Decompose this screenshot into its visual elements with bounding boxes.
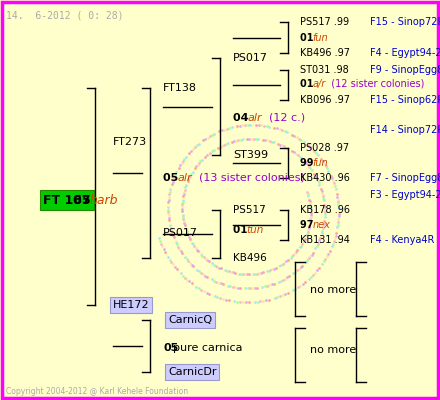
Text: nex: nex bbox=[312, 220, 330, 230]
Text: no more: no more bbox=[310, 345, 356, 355]
Text: (13 sister colonies): (13 sister colonies) bbox=[192, 173, 304, 183]
Text: PS517 .99: PS517 .99 bbox=[300, 17, 349, 27]
Text: KB430 .96: KB430 .96 bbox=[300, 173, 350, 183]
Text: CarnicQ: CarnicQ bbox=[168, 315, 212, 325]
Text: KB178 .96: KB178 .96 bbox=[300, 205, 350, 215]
Text: PS517: PS517 bbox=[233, 205, 266, 215]
Text: 99: 99 bbox=[300, 158, 317, 168]
Text: HE172: HE172 bbox=[113, 300, 150, 310]
Text: F4 - Egypt94-2R: F4 - Egypt94-2R bbox=[370, 48, 440, 58]
Text: 05: 05 bbox=[163, 343, 178, 353]
Text: FT273: FT273 bbox=[113, 137, 147, 147]
Text: F14 - Sinop72R: F14 - Sinop72R bbox=[370, 125, 440, 135]
Text: 04: 04 bbox=[233, 113, 253, 123]
Text: pure carnica: pure carnica bbox=[172, 343, 242, 353]
Text: KB496 .97: KB496 .97 bbox=[300, 48, 350, 58]
Text: F15 - Sinop62R: F15 - Sinop62R bbox=[370, 95, 440, 105]
Text: F3 - Egypt94-2R: F3 - Egypt94-2R bbox=[370, 190, 440, 200]
Text: 01: 01 bbox=[233, 225, 251, 235]
Text: 05: 05 bbox=[163, 173, 182, 183]
Text: 14.  6-2012 ( 0: 28): 14. 6-2012 ( 0: 28) bbox=[6, 10, 124, 20]
Text: Copyright 2004-2012 @ Karl Kehele Foundation: Copyright 2004-2012 @ Karl Kehele Founda… bbox=[6, 387, 188, 396]
Text: harb: harb bbox=[89, 194, 118, 206]
Text: CarnicDr: CarnicDr bbox=[168, 367, 216, 377]
Text: ST031 .98: ST031 .98 bbox=[300, 65, 349, 75]
Text: alr: alr bbox=[247, 113, 262, 123]
Text: PS028 .97: PS028 .97 bbox=[300, 143, 349, 153]
Text: PS017: PS017 bbox=[163, 228, 198, 238]
Text: alr: alr bbox=[177, 173, 192, 183]
Text: a/r: a/r bbox=[312, 79, 326, 89]
Text: F9 - SinopEgg86R: F9 - SinopEgg86R bbox=[370, 65, 440, 75]
Text: F4 - Kenya4R: F4 - Kenya4R bbox=[370, 235, 434, 245]
Text: (12 sister colonies): (12 sister colonies) bbox=[325, 79, 425, 89]
Text: (12 c.): (12 c.) bbox=[262, 113, 305, 123]
Text: F7 - SinopEgg86R: F7 - SinopEgg86R bbox=[370, 173, 440, 183]
Text: 01: 01 bbox=[300, 33, 317, 43]
Text: tun: tun bbox=[246, 225, 264, 235]
Text: KB131 .94: KB131 .94 bbox=[300, 235, 350, 245]
Text: FT 165: FT 165 bbox=[43, 194, 91, 206]
Text: fun: fun bbox=[312, 33, 328, 43]
Text: 01: 01 bbox=[300, 79, 317, 89]
Text: ST399: ST399 bbox=[233, 150, 268, 160]
Text: 07: 07 bbox=[73, 194, 95, 206]
Text: fun: fun bbox=[312, 158, 328, 168]
Text: KB096 .97: KB096 .97 bbox=[300, 95, 350, 105]
Text: KB496: KB496 bbox=[233, 253, 267, 263]
Text: FT138: FT138 bbox=[163, 83, 197, 93]
Text: no more: no more bbox=[310, 285, 356, 295]
Text: F15 - Sinop72R: F15 - Sinop72R bbox=[370, 17, 440, 27]
Text: 97: 97 bbox=[300, 220, 317, 230]
Text: PS017: PS017 bbox=[233, 53, 268, 63]
